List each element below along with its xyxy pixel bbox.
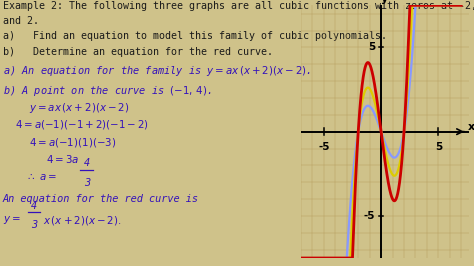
Text: -5: -5 [318,142,329,152]
Text: 5: 5 [368,43,375,52]
Text: $4 = 3a$: $4 = 3a$ [46,153,79,165]
Text: Example 2: The following three graphs are all cubic functions with zeros at -2, : Example 2: The following three graphs ar… [3,1,474,11]
Text: y: y [380,0,388,4]
Text: An equation for the red curve is: An equation for the red curve is [3,194,199,204]
Text: $4 = a(-1)(-1+2)(-1-2)$: $4 = a(-1)(-1+2)(-1-2)$ [15,118,149,131]
Text: x: x [468,122,474,132]
Text: -5: -5 [364,211,375,221]
Text: 4: 4 [31,201,37,211]
Text: $4 = a(-1)(1)(-3)$: $4 = a(-1)(1)(-3)$ [29,136,117,149]
Text: $x\,(x+2)(x-2).$: $x\,(x+2)(x-2).$ [43,214,121,227]
Text: b)   Determine an equation for the red curve.: b) Determine an equation for the red cur… [3,47,273,57]
Text: a) An equation for the family is $y = ax\,(x+2)(x-2)$.: a) An equation for the family is $y = ax… [3,64,311,78]
Text: $y = $: $y = $ [3,214,21,226]
Text: 5: 5 [435,142,442,152]
Text: and 2.: and 2. [3,16,39,26]
Text: 4: 4 [83,158,90,168]
Text: b) A point on the curve is $(-1,\,4)$.: b) A point on the curve is $(-1,\,4)$. [3,84,211,98]
Text: $\therefore\; a = $: $\therefore\; a = $ [27,172,57,182]
Text: $y = ax\,(x+2)(x-2)$: $y = ax\,(x+2)(x-2)$ [29,101,130,115]
Text: a)   Find an equation to model this family of cubic polynomials.: a) Find an equation to model this family… [3,31,387,41]
Text: 3: 3 [31,220,37,230]
Text: 3: 3 [83,178,90,188]
